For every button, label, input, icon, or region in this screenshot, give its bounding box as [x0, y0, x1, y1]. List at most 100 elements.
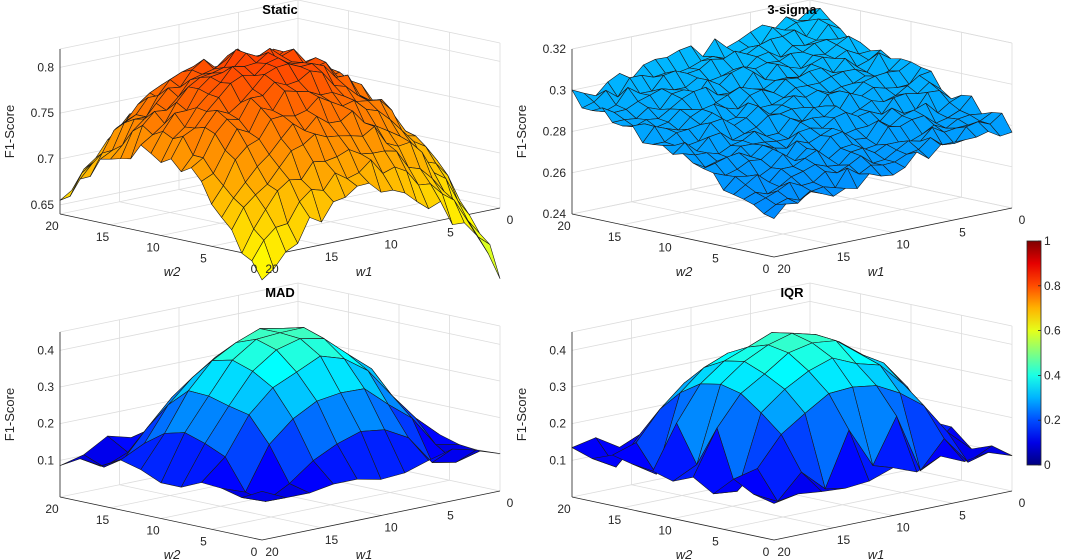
- colorbar-tick-label: 0.2: [1044, 413, 1061, 427]
- z-axis-label: F1-Score: [514, 388, 529, 441]
- z-axis-label: F1-Score: [2, 388, 17, 441]
- grid-line: [631, 201, 834, 246]
- w2-tick-label: 15: [96, 513, 110, 527]
- w1-tick-label: 10: [384, 238, 398, 252]
- grid-line: [631, 484, 834, 529]
- colorbar-tick-label: 0.6: [1044, 324, 1061, 338]
- z-tick-label: 0.7: [37, 152, 54, 166]
- surface: [571, 332, 1013, 504]
- w2-tick-label: 5: [712, 534, 719, 548]
- w1-tick-label: 10: [896, 521, 910, 535]
- w1-tick-label: 15: [325, 250, 339, 264]
- w1-axis-label: w1: [868, 264, 885, 279]
- z-tick-label: 0.8: [37, 60, 54, 74]
- w2-tick-label: 10: [658, 524, 672, 538]
- w2-tick-label: 5: [200, 534, 207, 548]
- w1-tick-label: 5: [959, 508, 966, 522]
- chart-3-sigma: 0.24 0.26 0.28 0.3 0.32 0 5 10 15 20 0 5 10 15 20 F1-Sc…: [514, 0, 1026, 279]
- z-tick-label: 0.32: [543, 42, 567, 56]
- w2-axis-line: [571, 213, 775, 258]
- z-axis-label: F1-Score: [2, 105, 17, 158]
- z-tick-label: 0.3: [549, 83, 566, 97]
- w2-axis-label: w2: [676, 264, 693, 279]
- w1-tick-label: 10: [896, 238, 910, 252]
- w1-tick-label: 15: [837, 250, 851, 264]
- w1-axis-line: [773, 490, 1013, 541]
- z-tick-label: 0.26: [543, 166, 567, 180]
- w1-tick-label: 5: [959, 225, 966, 239]
- w2-tick-label: 10: [658, 241, 672, 255]
- z-tick-label: 0.3: [549, 380, 566, 394]
- colorbar-tick-label: 0.4: [1044, 368, 1061, 382]
- z-tick-label: 0.1: [549, 453, 566, 467]
- colorbar: 1 0.8 0.6 0.4 0.2 0: [1026, 234, 1061, 472]
- chart-title: IQR: [780, 285, 804, 300]
- w2-tick-label: 15: [608, 230, 622, 244]
- z-tick-label: 0.4: [37, 343, 54, 357]
- w1-tick-label: 20: [777, 262, 791, 276]
- surface-patch: [59, 172, 83, 201]
- w2-axis-label: w2: [164, 264, 181, 279]
- w1-tick-label: 0: [1019, 213, 1026, 227]
- surface: [59, 48, 501, 281]
- w1-axis-line: [773, 207, 1013, 258]
- surface-patch: [763, 203, 787, 219]
- w2-tick-label: 5: [200, 251, 207, 265]
- w2-axis-line: [571, 496, 775, 541]
- chart-static: 0.65 0.7 0.75 0.8 0 5 10 15 20 0 5 10 15 20 F1-Score w2…: [2, 0, 514, 281]
- surface: [59, 327, 501, 502]
- z-tick-label: 0.2: [37, 417, 54, 431]
- surface-patch: [251, 240, 275, 281]
- w2-axis-label: w2: [164, 547, 181, 559]
- w2-tick-label: 10: [146, 241, 160, 255]
- w2-axis-line: [59, 496, 263, 541]
- surface-patch: [467, 220, 491, 245]
- chart-iqr: 0.1 0.2 0.3 0.4 0 5 10 15 20 0 5 10 15 20 F1-Score w2 w1…: [514, 282, 1026, 559]
- z-tick-label: 0.2: [549, 417, 566, 431]
- colorbar-tick-label: 1: [1044, 234, 1051, 248]
- w2-tick-label: 0: [763, 545, 770, 559]
- w1-tick-label: 0: [1019, 496, 1026, 510]
- w2-axis-label: w2: [676, 547, 693, 559]
- colorbar-tick-label: 0: [1044, 458, 1051, 472]
- w1-axis-label: w1: [868, 547, 885, 559]
- w1-tick-label: 5: [447, 508, 454, 522]
- w1-tick-label: 20: [265, 545, 279, 559]
- surface: [571, 8, 1013, 219]
- w1-tick-label: 15: [325, 533, 339, 547]
- w1-axis-label: w1: [356, 547, 373, 559]
- w2-tick-label: 20: [557, 502, 571, 516]
- w2-tick-label: 20: [45, 502, 59, 516]
- z-axis-label: F1-Score: [514, 105, 529, 158]
- w2-tick-label: 0: [251, 262, 258, 276]
- chart-title: MAD: [265, 285, 295, 300]
- z-tick-label: 0.3: [37, 380, 54, 394]
- w1-tick-label: 0: [507, 213, 514, 227]
- surface-patch: [241, 491, 287, 502]
- w1-tick-label: 20: [777, 545, 791, 559]
- w2-tick-label: 15: [608, 513, 622, 527]
- w2-tick-label: 15: [96, 230, 110, 244]
- w2-tick-label: 10: [146, 524, 160, 538]
- w1-tick-label: 5: [447, 225, 454, 239]
- z-tick-label: 0.28: [543, 125, 567, 139]
- z-tick-label: 0.24: [543, 207, 567, 221]
- w2-tick-label: 5: [712, 251, 719, 265]
- w2-tick-label: 0: [763, 262, 770, 276]
- w1-axis-label: w1: [356, 264, 373, 279]
- w2-tick-label: 0: [251, 545, 258, 559]
- grid-line: [119, 484, 322, 529]
- w2-tick-label: 20: [557, 219, 571, 233]
- z-tick-label: 0.4: [549, 343, 566, 357]
- z-tick-label: 0.1: [37, 453, 54, 467]
- chart-title: 3-sigma: [767, 2, 817, 17]
- chart-title: Static: [262, 2, 297, 17]
- surface-patch: [753, 493, 799, 504]
- z-tick-label: 0.75: [31, 106, 55, 120]
- w1-axis-line: [261, 490, 501, 541]
- chart-mad: 0.1 0.2 0.3 0.4 0 5 10 15 20 0 5 10 15 20 F1-Score w2 w1…: [2, 282, 514, 559]
- w1-tick-label: 0: [507, 496, 514, 510]
- grid-line: [672, 186, 912, 236]
- w1-tick-label: 20: [265, 262, 279, 276]
